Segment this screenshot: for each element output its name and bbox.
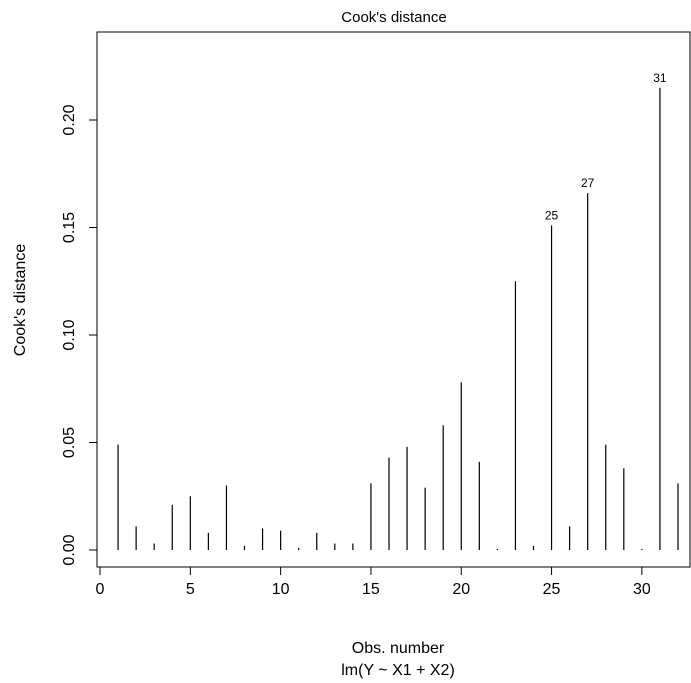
bars-group — [117, 87, 679, 550]
y-axis: 0.00 0.05 0.10 0.15 0.20 — [61, 104, 98, 566]
x-tick-label-25: 25 — [543, 581, 561, 598]
x-tick-label-5: 5 — [186, 581, 195, 598]
y-tick-label-4: 0.20 — [61, 104, 78, 135]
plot-frame — [96, 31, 691, 568]
y-axis-label: Cook's distance — [12, 244, 29, 357]
y-tick-label-2: 0.10 — [61, 319, 78, 350]
chart-title: Cook's distance — [341, 9, 446, 26]
annotation-31: 31 — [653, 71, 667, 85]
annotation-25: 25 — [545, 208, 559, 222]
y-tick-label-3: 0.15 — [61, 212, 78, 243]
annotations-group: 25 27 31 — [545, 71, 667, 223]
x-tick-label-30: 30 — [633, 581, 651, 598]
x-axis-sublabel: lm(Y ~ X1 + X2) — [341, 662, 455, 679]
y-tick-label-0: 0.00 — [61, 534, 78, 565]
x-tick-label-15: 15 — [362, 581, 380, 598]
x-tick-label-10: 10 — [272, 581, 290, 598]
x-axis-label: Obs. number — [352, 640, 445, 657]
x-tick-label-20: 20 — [452, 581, 470, 598]
y-tick-label-1: 0.05 — [61, 427, 78, 458]
annotation-27: 27 — [581, 176, 595, 190]
x-axis: 0 5 10 15 20 25 30 — [96, 566, 651, 598]
x-tick-label-0: 0 — [96, 581, 105, 598]
